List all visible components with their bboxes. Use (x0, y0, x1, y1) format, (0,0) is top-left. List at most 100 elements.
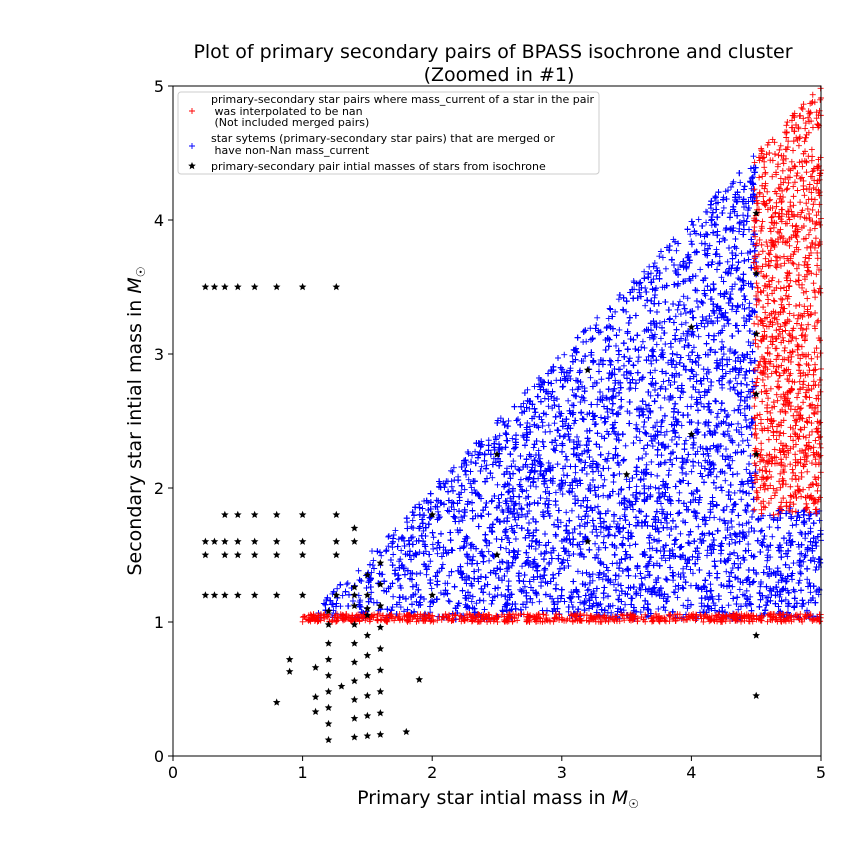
data-point (747, 424, 754, 431)
data-point (578, 516, 585, 523)
data-point (489, 474, 496, 481)
data-point (757, 528, 764, 535)
data-point (545, 459, 552, 466)
data-point (807, 589, 814, 596)
data-point (471, 486, 478, 493)
data-point (524, 419, 531, 426)
data-point (575, 513, 582, 520)
data-point (544, 484, 551, 491)
data-point (670, 414, 677, 421)
data-point (526, 423, 533, 430)
data-point (530, 444, 537, 451)
data-point (524, 510, 531, 517)
data-point (616, 389, 623, 396)
data-point (547, 428, 554, 435)
data-point (572, 469, 579, 476)
data-point (385, 532, 392, 539)
data-point (520, 400, 527, 407)
data-point (708, 296, 715, 303)
data-point (620, 534, 627, 541)
data-point (590, 600, 597, 607)
data-point (713, 422, 720, 429)
data-point (594, 314, 601, 321)
data-point (735, 606, 742, 613)
data-point (620, 307, 627, 314)
data-point (648, 381, 655, 388)
data-point (661, 432, 668, 439)
data-point (739, 522, 746, 529)
data-point (736, 521, 743, 528)
data-point (385, 543, 392, 550)
data-point (653, 272, 660, 279)
data-point (689, 570, 696, 577)
data-point (644, 568, 651, 575)
data-point (620, 362, 627, 369)
data-point (395, 536, 402, 543)
data-point (728, 536, 735, 543)
data-point (626, 358, 633, 365)
data-point (684, 603, 691, 610)
data-point (686, 540, 693, 547)
data-point (622, 442, 629, 449)
data-point (725, 602, 732, 609)
data-point (562, 479, 569, 486)
data-point (427, 558, 434, 565)
data-point (569, 485, 576, 492)
data-point (711, 285, 718, 292)
data-point (745, 442, 752, 449)
data-point (503, 545, 510, 552)
data-point (571, 420, 578, 427)
data-point (355, 567, 362, 574)
data-point (420, 527, 427, 534)
data-point (615, 596, 622, 603)
data-point (657, 404, 664, 411)
data-point (674, 594, 681, 601)
data-point (651, 294, 658, 301)
data-point (704, 366, 711, 373)
chart-title-line-2: (Zoomed in #1) (424, 64, 575, 86)
data-point (782, 596, 789, 603)
data-point (743, 587, 750, 594)
data-point (813, 588, 820, 595)
data-point (727, 453, 734, 460)
data-point (614, 520, 621, 527)
data-point (605, 465, 612, 472)
data-point (581, 606, 588, 613)
data-point (574, 568, 581, 575)
data-point (672, 433, 679, 440)
data-point (458, 514, 465, 521)
data-point (658, 429, 665, 436)
data-point (626, 410, 633, 417)
data-point (633, 434, 640, 441)
data-point (641, 268, 648, 275)
data-point (684, 332, 691, 339)
data-point (797, 529, 804, 536)
data-point (617, 404, 624, 411)
data-point (680, 301, 687, 308)
data-point (526, 405, 533, 412)
data-point (512, 536, 519, 543)
data-point (769, 533, 776, 540)
data-point (639, 338, 646, 345)
data-point (736, 220, 743, 227)
data-point (699, 317, 706, 324)
data-point (621, 511, 628, 518)
data-point (682, 319, 689, 326)
data-point (390, 593, 397, 600)
data-point (796, 550, 803, 557)
data-point (445, 597, 452, 604)
data-point (714, 410, 721, 417)
data-point (563, 509, 570, 516)
data-point (673, 247, 680, 254)
data-point (587, 325, 594, 332)
data-point (730, 178, 737, 185)
data-point (524, 386, 531, 393)
data-point (478, 463, 485, 470)
data-point (469, 452, 476, 459)
data-point (545, 403, 552, 410)
data-point (597, 529, 604, 536)
data-point (745, 528, 752, 535)
data-point (608, 358, 615, 365)
data-point (472, 448, 479, 455)
data-point (777, 591, 784, 598)
